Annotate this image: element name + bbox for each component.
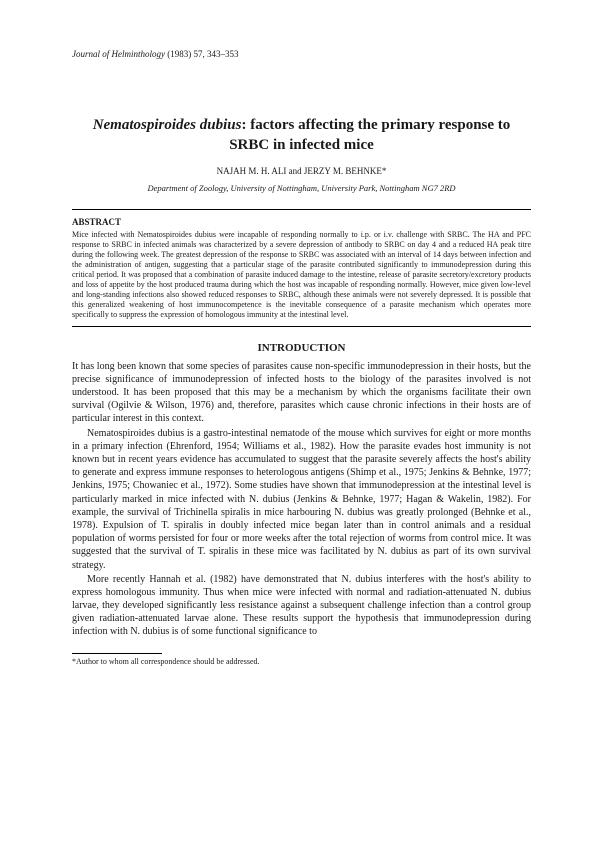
introduction-heading: INTRODUCTION (72, 341, 531, 356)
journal-year: (1983) (167, 49, 191, 59)
authors: NAJAH M. H. ALI and JERZY M. BEHNKE* (72, 165, 531, 177)
title-rest: : factors affecting the primary response… (229, 117, 510, 153)
journal-pages: 343–353 (207, 49, 239, 59)
journal-header: Journal of Helminthology (1983) 57, 343–… (72, 48, 531, 60)
intro-paragraph-1: It has long been known that some species… (72, 360, 531, 426)
rule-bottom (72, 326, 531, 327)
title-block: Nematospiroides dubius: factors affectin… (72, 116, 531, 155)
intro-paragraph-3: More recently Hannah et al. (1982) have … (72, 573, 531, 639)
abstract-label: ABSTRACT (72, 216, 531, 228)
journal-volume: 57, (194, 49, 205, 59)
abstract-body: Mice infected with Nematospiroides dubiu… (72, 230, 531, 320)
affiliation: Department of Zoology, University of Not… (72, 183, 531, 194)
journal-name: Journal of Helminthology (72, 49, 165, 59)
footnote-rule (72, 653, 162, 654)
intro-paragraph-2: Nematospiroides dubius is a gastro-intes… (72, 427, 531, 572)
rule-top (72, 209, 531, 210)
article-title: Nematospiroides dubius: factors affectin… (72, 116, 531, 155)
title-species: Nematospiroides dubius (93, 117, 242, 133)
footnote: *Author to whom all correspondence shoul… (72, 657, 531, 668)
